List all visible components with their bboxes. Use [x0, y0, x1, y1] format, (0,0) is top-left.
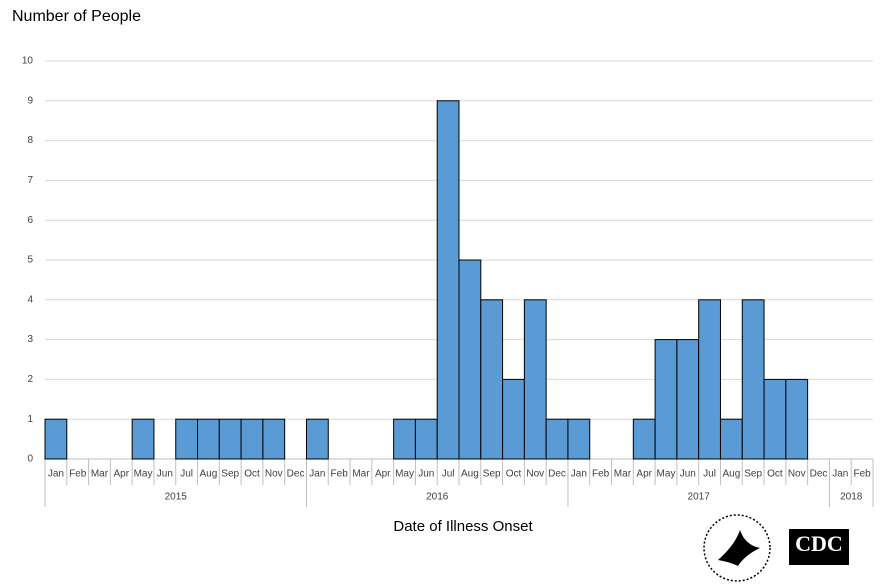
- y-tick-label: 8: [27, 135, 33, 146]
- x-tick-label: Feb: [331, 469, 349, 480]
- x-group-label: 2018: [840, 492, 863, 503]
- x-tick-label: Apr: [636, 469, 652, 480]
- x-axis-title: Date of Illness Onset: [393, 518, 533, 535]
- bar: [719, 418, 743, 460]
- y-tick-label: 7: [27, 175, 33, 186]
- x-tick-label: May: [657, 469, 676, 480]
- x-group-label: 2016: [426, 492, 449, 503]
- bar: [262, 418, 286, 460]
- bar: [44, 418, 68, 460]
- x-tick-label: Oct: [506, 469, 522, 480]
- bar: [175, 418, 199, 460]
- x-tick-label: Jan: [571, 469, 587, 480]
- bar: [218, 418, 242, 460]
- y-tick-label: 2: [27, 374, 33, 385]
- x-tick-label: Sep: [744, 469, 762, 480]
- bar: [393, 418, 416, 460]
- bar: [131, 418, 155, 460]
- y-tick-label: 4: [27, 294, 33, 305]
- x-tick-label: Mar: [91, 469, 109, 480]
- x-tick-label: Feb: [69, 469, 87, 480]
- x-tick-label: Feb: [592, 469, 610, 480]
- bar: [305, 418, 329, 460]
- bar: [698, 299, 721, 460]
- y-tick-label: 10: [22, 56, 34, 67]
- x-tick-label: Aug: [200, 469, 218, 480]
- x-tick-label: Jul: [180, 469, 193, 480]
- bar: [567, 418, 591, 460]
- x-tick-label: Dec: [810, 469, 828, 480]
- x-tick-label: Jun: [157, 469, 173, 480]
- x-tick-label: May: [395, 469, 414, 480]
- y-tick-label: 5: [27, 255, 33, 266]
- x-tick-label: Oct: [244, 469, 260, 480]
- cdc-logo: CDC: [789, 529, 849, 565]
- x-tick-label: Aug: [461, 469, 479, 480]
- x-tick-label: Jan: [832, 469, 848, 480]
- bar: [785, 378, 809, 460]
- y-tick-label: 0: [27, 454, 33, 465]
- bar: [523, 299, 547, 460]
- x-tick-label: Jun: [418, 469, 434, 480]
- bar: [545, 418, 569, 460]
- x-tick-label: Dec: [287, 469, 305, 480]
- bar: [480, 299, 504, 460]
- x-tick-label: Mar: [352, 469, 370, 480]
- x-tick-label: Nov: [526, 469, 544, 480]
- x-tick-label: Sep: [483, 469, 501, 480]
- bar: [197, 418, 220, 460]
- x-tick-label: Jul: [703, 469, 716, 480]
- y-tick-label: 3: [27, 334, 33, 345]
- bar: [654, 339, 678, 460]
- x-tick-label: May: [134, 469, 153, 480]
- bar: [502, 378, 525, 460]
- x-tick-label: Nov: [265, 469, 283, 480]
- x-tick-label: Jan: [309, 469, 325, 480]
- x-group-label: 2015: [165, 492, 188, 503]
- x-tick-label: Jan: [48, 469, 64, 480]
- x-tick-label: Aug: [722, 469, 740, 480]
- hhs-logo: [703, 514, 771, 582]
- bar: [676, 339, 700, 460]
- x-tick-label: Oct: [767, 469, 783, 480]
- y-tick-label: 9: [27, 95, 33, 106]
- x-tick-label: Sep: [221, 469, 239, 480]
- bar: [763, 378, 787, 460]
- bar: [414, 418, 438, 460]
- x-tick-label: Apr: [375, 469, 391, 480]
- x-tick-label: Dec: [548, 469, 566, 480]
- x-tick-label: Jul: [442, 469, 455, 480]
- bar: [741, 299, 765, 460]
- x-tick-label: Jun: [680, 469, 696, 480]
- y-tick-label: 1: [27, 414, 33, 425]
- x-group-label: 2017: [688, 492, 711, 503]
- cdc-logo-text: CDC: [795, 531, 843, 556]
- bar: [240, 418, 264, 460]
- x-tick-label: Mar: [614, 469, 632, 480]
- y-tick-label: 6: [27, 215, 33, 226]
- bar: [458, 259, 482, 460]
- chart-title: Number of People: [12, 8, 141, 25]
- x-tick-label: Feb: [853, 469, 871, 480]
- x-tick-label: Apr: [113, 469, 129, 480]
- bar: [632, 418, 656, 460]
- bar: [436, 100, 460, 460]
- x-tick-label: Nov: [788, 469, 806, 480]
